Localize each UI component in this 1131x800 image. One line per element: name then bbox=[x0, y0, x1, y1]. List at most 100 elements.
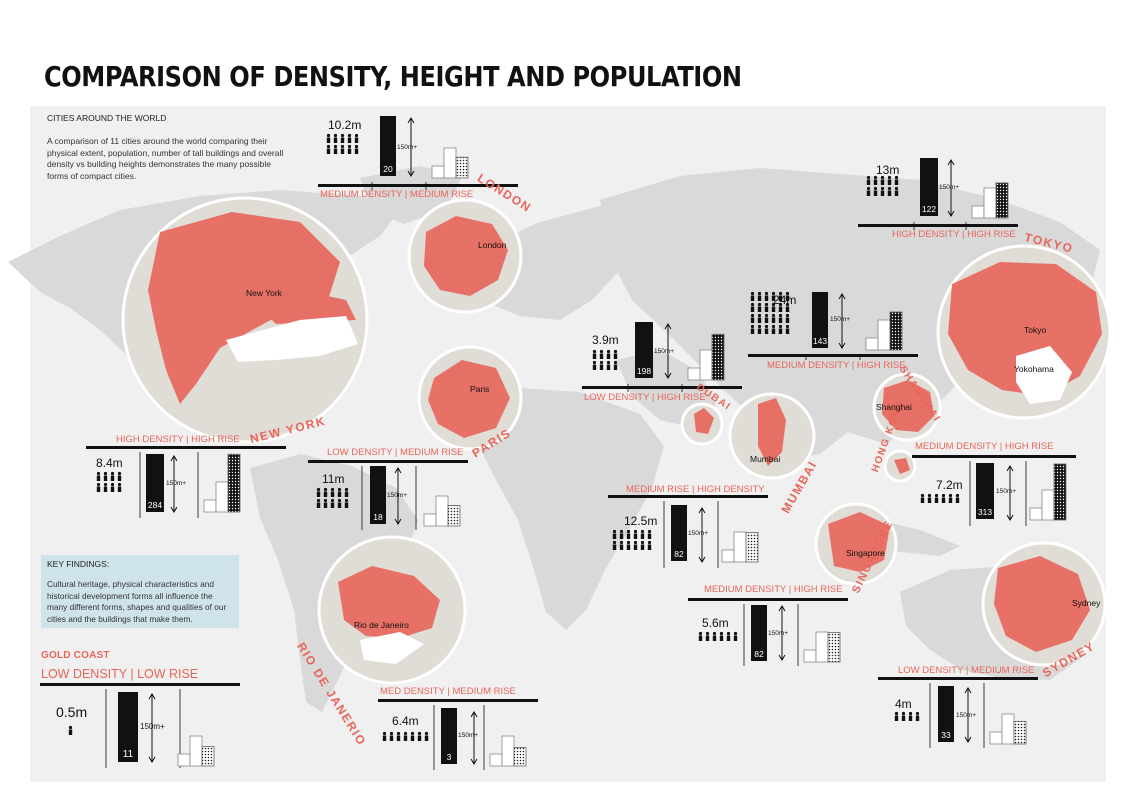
tokyo-person-icon-body bbox=[880, 190, 885, 196]
water-bodies bbox=[226, 316, 1072, 664]
dubai-person-icon-body bbox=[592, 364, 597, 370]
singapore-person-icon bbox=[726, 631, 731, 636]
tokyo-person-icon bbox=[880, 186, 885, 191]
shanghai-person-icon-body bbox=[750, 328, 755, 334]
hong-kong-person-icon bbox=[941, 493, 946, 498]
shanghai-person-icon-body bbox=[757, 295, 762, 301]
shanghai-person-icon-body bbox=[757, 306, 762, 312]
dubai-arrow-head-up bbox=[664, 323, 672, 330]
mumbai-person-icon bbox=[626, 540, 631, 545]
rio-person-icon bbox=[424, 731, 429, 736]
gold-coast-block-low bbox=[177, 753, 191, 767]
paris-person-icon bbox=[316, 498, 321, 503]
dubai-height-label: 150m+ bbox=[654, 348, 675, 355]
sydney-rule bbox=[878, 677, 1038, 680]
shanghai-person-icon-body bbox=[778, 317, 783, 323]
shanghai-person-icon-body bbox=[778, 295, 783, 301]
singapore-person-icon-body bbox=[712, 635, 717, 641]
dubai-arrow-head-down bbox=[664, 372, 672, 379]
hong-kong-population: 7.2m bbox=[936, 478, 963, 492]
sydney-place: Sydney bbox=[1072, 598, 1101, 608]
shanghai-person-icon-body bbox=[764, 328, 769, 334]
mumbai-person-icon-body bbox=[633, 533, 638, 539]
rio-place: Rio de Janeiro bbox=[354, 620, 409, 630]
new-york-person-icon-body bbox=[110, 475, 115, 481]
rio-person-icon-body bbox=[403, 735, 408, 741]
gold-coast-person-icon-body bbox=[68, 729, 73, 735]
intro-heading: CITIES AROUND THE WORLD bbox=[47, 113, 167, 123]
gold-coast-rule bbox=[40, 683, 240, 686]
new-york-classification: HIGH DENSITY | HIGH RISE bbox=[116, 434, 240, 445]
shanghai-person-icon-body bbox=[757, 328, 762, 334]
singapore-classification: MEDIUM DENSITY | HIGH RISE bbox=[704, 584, 843, 595]
paris-person-icon-body bbox=[323, 491, 328, 497]
dubai-person-icon bbox=[606, 360, 611, 365]
hong-kong-person-icon bbox=[955, 493, 960, 498]
mumbai-person-icon-body bbox=[647, 533, 652, 539]
tokyo-place: Tokyo bbox=[1024, 325, 1047, 335]
sydney-person-icon bbox=[915, 711, 920, 716]
london-person-icon bbox=[354, 144, 359, 149]
new-york-arrow-head-up bbox=[170, 455, 178, 462]
london-population: 10.2m bbox=[328, 118, 362, 132]
dubai-population: 3.9m bbox=[592, 333, 619, 347]
dubai-block-city bbox=[711, 333, 725, 381]
dubai-rule bbox=[582, 386, 742, 389]
shanghai-person-icon bbox=[771, 313, 776, 318]
new-york-person-icon-body bbox=[117, 475, 122, 481]
singapore-tall-buildings: 82 bbox=[754, 649, 764, 659]
gold-coast-population: 0.5m bbox=[56, 704, 88, 720]
london-person-icon bbox=[333, 133, 338, 138]
singapore-population: 5.6m bbox=[702, 616, 729, 630]
mumbai-classification: MEDIUM RISE | HIGH DENSITY bbox=[626, 484, 765, 495]
rio-person-icon bbox=[403, 731, 408, 736]
new-york-person-icon bbox=[110, 471, 115, 476]
paris-person-icon-body bbox=[344, 502, 349, 508]
london-person-icon-body bbox=[347, 137, 352, 143]
shanghai-person-icon-body bbox=[778, 328, 783, 334]
dubai-person-icon-body bbox=[613, 364, 618, 370]
rio-person-icon bbox=[410, 731, 415, 736]
paris-tall-buildings: 18 bbox=[373, 512, 383, 522]
dubai-person-icon bbox=[613, 360, 618, 365]
shanghai-person-icon-body bbox=[785, 328, 790, 334]
tokyo-height-label: 150m+ bbox=[939, 184, 960, 191]
new-york-block-mid bbox=[215, 481, 229, 513]
rio-person-icon-body bbox=[424, 735, 429, 741]
tokyo-person-icon bbox=[894, 186, 899, 191]
tokyo-person-icon-body bbox=[873, 179, 878, 185]
london-tall-buildings: 20 bbox=[383, 164, 393, 174]
shanghai-classification: MEDIUM DENSITY | HIGH RISE bbox=[767, 360, 906, 371]
hong-kong-person-icon bbox=[920, 493, 925, 498]
mumbai-person-icon bbox=[619, 529, 624, 534]
sydney-person-icon-body bbox=[915, 715, 920, 721]
paris-block-mid bbox=[435, 495, 449, 527]
rio-block-low bbox=[489, 753, 503, 767]
shanghai-person-icon bbox=[750, 324, 755, 329]
mumbai-tower: 82 bbox=[671, 505, 687, 561]
mumbai-person-icon bbox=[626, 529, 631, 534]
dubai-person-icon bbox=[599, 349, 604, 354]
hong-kong-block-low bbox=[1029, 507, 1043, 521]
tokyo-person-icon bbox=[866, 186, 871, 191]
mumbai-place: Mumbai bbox=[750, 454, 781, 464]
shanghai-person-icon bbox=[750, 313, 755, 318]
mumbai-block-city bbox=[745, 532, 759, 563]
new-york-place: New York bbox=[246, 288, 282, 298]
singapore-person-icon bbox=[705, 631, 710, 636]
sydney-tall-buildings: 33 bbox=[941, 730, 951, 740]
paris-person-icon bbox=[323, 487, 328, 492]
dubai-tall-buildings: 198 bbox=[636, 366, 652, 376]
rio-classification: MED DENSITY | MEDIUM RISE bbox=[380, 686, 516, 697]
dubai-tower: 198 bbox=[635, 322, 653, 378]
paris-block-low bbox=[423, 513, 437, 527]
dubai-block-mid bbox=[699, 349, 713, 381]
london-person-icon-body bbox=[354, 137, 359, 143]
sydney-person-icon-body bbox=[901, 715, 906, 721]
london-person-icon bbox=[333, 144, 338, 149]
shanghai-person-icon-body bbox=[785, 306, 790, 312]
hong-kong-rule bbox=[912, 455, 1076, 458]
shanghai-person-icon bbox=[750, 302, 755, 307]
london-person-icon bbox=[347, 144, 352, 149]
london-person-icon-body bbox=[340, 148, 345, 154]
